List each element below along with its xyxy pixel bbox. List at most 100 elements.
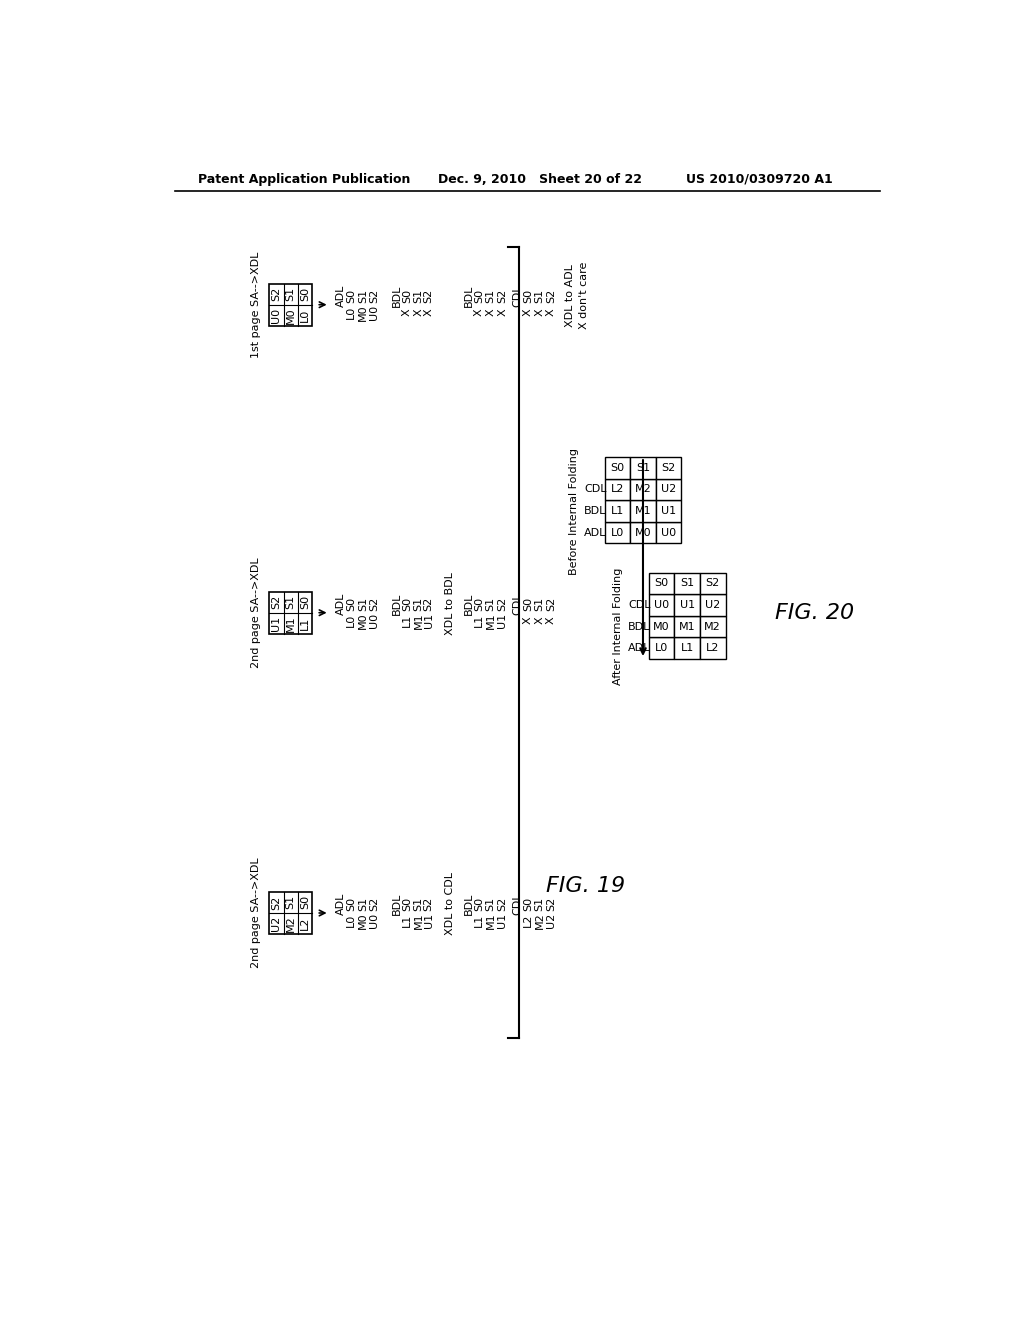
Text: S1: S1 [535,896,545,911]
Text: S2: S2 [498,597,507,611]
Text: X: X [523,616,532,624]
Text: FIG. 20: FIG. 20 [775,603,854,623]
Bar [655,457,681,479]
Text: U1: U1 [424,913,434,928]
Text: BDL: BDL [629,622,650,631]
Bar [649,594,675,615]
Bar [649,638,675,659]
Bar [604,479,630,500]
Text: S0: S0 [300,595,310,609]
Text: S2: S2 [424,896,434,911]
Text: X: X [474,309,484,317]
Text: U0: U0 [370,612,380,628]
Text: S1: S1 [286,895,296,909]
Text: XDL to CDL: XDL to CDL [444,873,455,936]
Text: X: X [546,309,556,317]
Text: L1: L1 [610,506,624,516]
Bar [675,594,700,615]
Text: ADL: ADL [336,892,346,915]
Text: M0: M0 [357,912,368,929]
Bar [655,500,681,521]
Text: S2: S2 [546,896,556,911]
Text: U1: U1 [680,601,694,610]
Text: S0: S0 [402,288,412,302]
Text: Dec. 9, 2010   Sheet 20 of 22: Dec. 9, 2010 Sheet 20 of 22 [438,173,642,186]
Text: S2: S2 [662,463,676,473]
Text: S0: S0 [346,597,356,611]
Text: S2: S2 [271,895,282,909]
Text: X: X [414,309,424,317]
Text: 1st page SA-->XDL: 1st page SA-->XDL [251,252,261,358]
Text: S0: S0 [474,896,484,911]
Text: S1: S1 [485,597,496,611]
Text: L1: L1 [474,614,484,627]
Text: U0: U0 [370,913,380,928]
Text: S2: S2 [370,288,380,302]
Text: X: X [535,309,545,317]
Text: S2: S2 [498,896,507,911]
Text: US 2010/0309720 A1: US 2010/0309720 A1 [686,173,833,186]
Text: U2: U2 [660,484,676,495]
Text: S1: S1 [680,578,694,589]
Text: S2: S2 [706,578,720,589]
Text: S0: S0 [474,288,484,302]
Text: U2: U2 [271,916,282,931]
Text: S0: S0 [402,896,412,911]
Text: S1: S1 [636,463,650,473]
Bar [269,892,312,935]
Text: CDL: CDL [513,892,523,915]
Text: After Internal Folding: After Internal Folding [612,568,623,685]
Bar [630,457,655,479]
Text: S2: S2 [424,288,434,302]
Text: M1: M1 [679,622,695,631]
Text: S0: S0 [300,286,310,301]
Text: M0: M0 [357,304,368,321]
Text: ADL: ADL [629,643,650,653]
Text: M0: M0 [357,612,368,628]
Text: X: X [485,309,496,317]
Bar [655,479,681,500]
Bar [675,638,700,659]
Bar [675,616,700,638]
Text: X: X [535,616,545,624]
Text: ADL: ADL [336,593,346,615]
Text: BDL: BDL [464,284,474,306]
Text: U0: U0 [662,528,676,537]
Text: L0: L0 [610,528,624,537]
Text: S1: S1 [535,597,545,611]
Text: Before Internal Folding: Before Internal Folding [568,447,579,574]
Text: X: X [424,309,434,317]
Text: S1: S1 [357,896,368,911]
Text: M2: M2 [286,915,296,932]
Text: S2: S2 [498,288,507,302]
Bar [700,594,726,615]
Text: S2: S2 [271,286,282,301]
Text: L0: L0 [346,306,356,319]
Text: BDL: BDL [392,284,402,306]
Text: M1: M1 [286,615,296,631]
Text: XDL to ADL: XDL to ADL [565,264,574,327]
Text: S1: S1 [414,288,424,302]
Text: U2: U2 [706,601,720,610]
Text: X: X [498,309,507,317]
Text: L0: L0 [346,913,356,928]
Bar [630,479,655,500]
Text: S2: S2 [546,288,556,302]
Bar [630,500,655,521]
Text: S1: S1 [357,288,368,302]
Text: L1: L1 [681,643,694,653]
Text: U2: U2 [546,913,556,928]
Bar [269,591,312,634]
Bar [655,521,681,544]
Text: S2: S2 [370,896,380,911]
Text: S1: S1 [485,288,496,302]
Text: X: X [402,309,412,317]
Text: S1: S1 [414,896,424,911]
Text: L1: L1 [474,913,484,928]
Text: S1: S1 [286,595,296,609]
Text: S0: S0 [402,597,412,611]
Text: S1: S1 [286,286,296,301]
Text: U1: U1 [424,612,434,628]
Text: BDL: BDL [392,593,402,615]
Text: L0: L0 [655,643,669,653]
